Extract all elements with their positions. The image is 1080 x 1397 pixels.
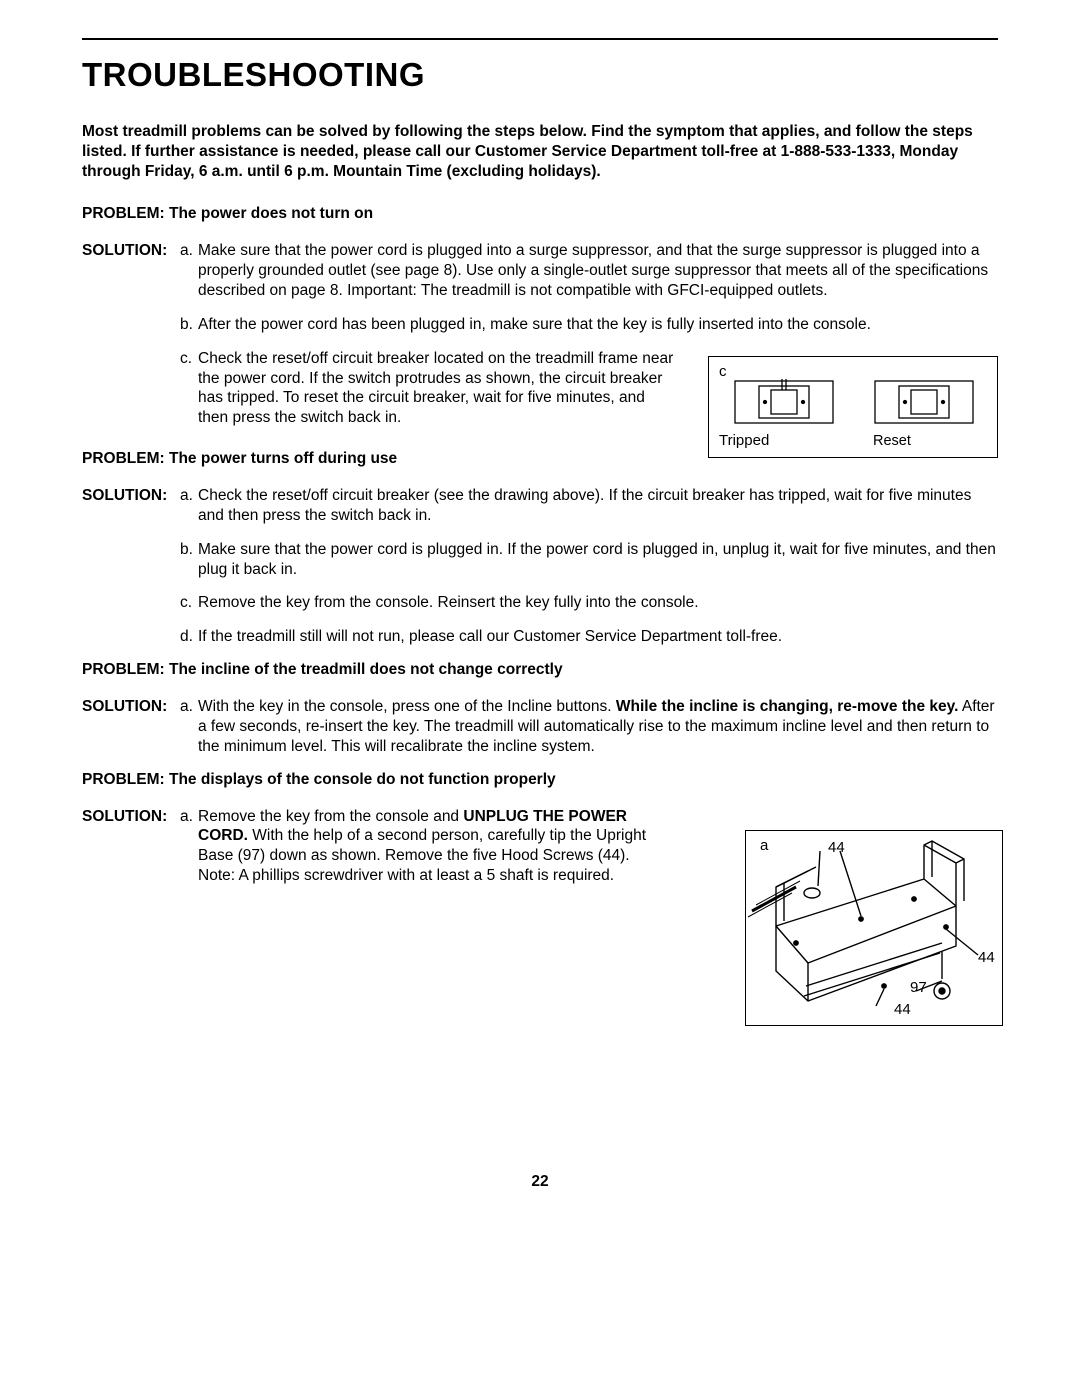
solution-3a-text: With the key in the console, press one o… — [198, 697, 998, 756]
letter-c: c. — [180, 593, 198, 613]
solution-3a-bold: While the incline is changing, re-move t… — [616, 698, 959, 715]
problem-label: PROBLEM: — [82, 205, 165, 222]
letter-a: a. — [180, 486, 198, 526]
solution-1a-text: Make sure that the power cord is plugged… — [198, 241, 998, 300]
figure-c-circuit-breaker: c Tripped Reset — [708, 356, 998, 458]
figure-a-label-a: a — [760, 837, 768, 854]
solution-2a: SOLUTION: a. Check the reset/off circuit… — [82, 486, 998, 526]
solution-2b-text: Make sure that the power cord is plugged… — [198, 540, 998, 580]
problem-label: PROBLEM: — [82, 661, 165, 678]
solution-2d-text: If the treadmill still will not run, ple… — [198, 627, 998, 647]
problem-3-title: The incline of the treadmill does not ch… — [169, 661, 563, 678]
solution-label: SOLUTION: — [82, 697, 180, 756]
figure-a-label-44-right: 44 — [978, 949, 995, 966]
solution-label: SOLUTION: — [82, 486, 180, 526]
top-rule — [82, 38, 998, 40]
solution-2a-text: Check the reset/off circuit breaker (see… — [198, 486, 998, 526]
figure-a-label-44-top: 44 — [828, 839, 845, 856]
solution-1c-text: Check the reset/off circuit breaker loca… — [198, 349, 676, 428]
figure-c-svg — [709, 357, 999, 459]
solution-3a: SOLUTION: a. With the key in the console… — [82, 697, 998, 756]
problem-label: PROBLEM: — [82, 771, 165, 788]
solution-4a-post: With the help of a second person, carefu… — [198, 827, 646, 884]
solution-3a-pre: With the key in the console, press one o… — [198, 698, 616, 715]
problem-label: PROBLEM: — [82, 450, 165, 467]
page-number: 22 — [0, 1173, 1080, 1191]
letter-a: a. — [180, 697, 198, 756]
solution-1a: SOLUTION: a. Make sure that the power co… — [82, 241, 998, 300]
solution-2d: d. If the treadmill still will not run, … — [82, 627, 998, 647]
letter-b: b. — [180, 315, 198, 335]
letter-d: d. — [180, 627, 198, 647]
solution-1b: b. After the power cord has been plugged… — [82, 315, 998, 335]
solution-2c: c. Remove the key from the console. Rein… — [82, 593, 998, 613]
page-title: TROUBLESHOOTING — [82, 56, 998, 94]
solution-label: SOLUTION: — [82, 807, 180, 886]
letter-c: c. — [180, 349, 198, 428]
letter-a: a. — [180, 241, 198, 300]
figure-a-label-97: 97 — [910, 979, 927, 996]
problem-1-heading: PROBLEM: The power does not turn on — [82, 205, 998, 223]
letter-a: a. — [180, 807, 198, 886]
problem-4-heading: PROBLEM: The displays of the console do … — [82, 771, 998, 789]
solution-1b-text: After the power cord has been plugged in… — [198, 315, 998, 335]
problem-4-title: The displays of the console do not funct… — [169, 771, 556, 788]
solution-4a-text: Remove the key from the console and UNPL… — [198, 807, 658, 886]
problem-3-heading: PROBLEM: The incline of the treadmill do… — [82, 661, 998, 679]
solution-4a-pre: Remove the key from the console and — [198, 808, 463, 825]
solution-2b: b. Make sure that the power cord is plug… — [82, 540, 998, 580]
intro-text: Most treadmill problems can be solved by… — [82, 122, 998, 181]
figure-a-upright-base: a 44 44 97 44 — [745, 830, 1003, 1026]
solution-label: SOLUTION: — [82, 241, 180, 300]
problem-2-title: The power turns off during use — [169, 450, 397, 467]
figure-a-label-44-bottom: 44 — [894, 1001, 911, 1018]
letter-b: b. — [180, 540, 198, 580]
problem-1-title: The power does not turn on — [169, 205, 373, 222]
solution-2c-text: Remove the key from the console. Reinser… — [198, 593, 998, 613]
figure-a-svg — [746, 831, 1004, 1027]
